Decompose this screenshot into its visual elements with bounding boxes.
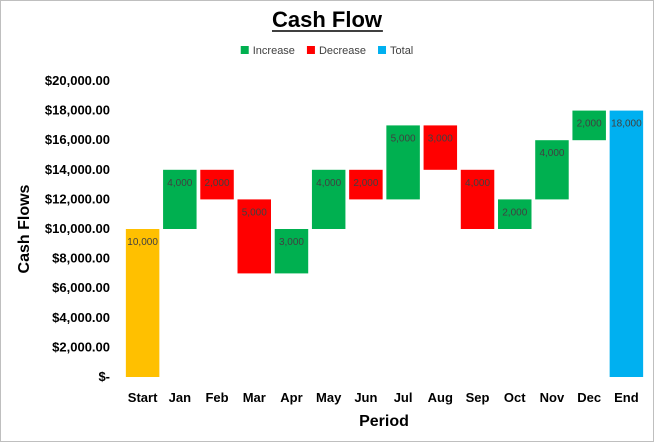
bar-feb	[200, 169, 234, 200]
y-tick-label: $12,000.00	[45, 191, 110, 206]
x-tick-label: Feb	[205, 390, 228, 405]
legend-label: Total	[390, 45, 413, 57]
y-axis-title: Cash Flows	[16, 184, 33, 273]
x-tick-label: Dec	[577, 390, 601, 405]
data-label-mar: 5,000	[242, 207, 267, 218]
data-label-apr: 3,000	[279, 237, 304, 248]
data-label-dec: 2,000	[577, 119, 602, 130]
data-label-oct: 2,000	[502, 207, 527, 218]
y-tick-label: $6,000.00	[52, 280, 110, 295]
legend-item-decrease: Decrease	[306, 45, 366, 57]
x-tick-label: Aug	[428, 390, 453, 405]
x-tick-label: End	[614, 390, 639, 405]
bar-oct	[498, 199, 532, 229]
y-tick-label: $8,000.00	[52, 251, 110, 266]
y-tick-label: $10,000.00	[45, 221, 110, 236]
x-tick-label: Jul	[394, 390, 413, 405]
bar-end	[609, 110, 644, 377]
legend-swatch	[378, 46, 387, 54]
x-tick-label: Start	[128, 390, 158, 405]
y-tick-label: $-	[98, 369, 110, 384]
x-tick-label: May	[316, 390, 342, 405]
y-tick-label: $16,000.00	[45, 132, 110, 147]
chart-title: Cash Flow	[272, 7, 383, 32]
y-axis: $- $2,000.00 $4,000.00 $6,000.00 $8,000.00 $1…	[45, 73, 110, 384]
bar-mar	[237, 199, 271, 274]
x-axis: Start Jan Feb Mar Apr May Jun Jul Aug Sep Oct Nov De…	[128, 390, 639, 405]
data-label-feb: 2,000	[205, 178, 230, 189]
bar-dec	[572, 110, 606, 141]
y-tick-label: $4,000.00	[52, 310, 110, 325]
data-label-start: 10,000	[127, 237, 158, 248]
data-label-jan: 4,000	[167, 178, 192, 189]
data-label-sep: 4,000	[465, 178, 490, 189]
data-label-may: 4,000	[316, 178, 341, 189]
legend-label: Decrease	[319, 45, 366, 57]
y-tick-label: $2,000.00	[52, 339, 110, 354]
legend: Increase Decrease Total	[240, 45, 413, 57]
bar-sep	[460, 169, 495, 229]
y-tick-label: $14,000.00	[45, 162, 110, 177]
bar-start	[125, 229, 160, 377]
x-tick-label: Sep	[466, 390, 490, 405]
bar-jun	[349, 169, 383, 200]
x-tick-label: Oct	[504, 390, 526, 405]
x-tick-label: Apr	[280, 390, 302, 405]
legend-item-total: Total	[378, 45, 413, 57]
x-tick-label: Nov	[540, 390, 565, 405]
data-label-aug: 3,000	[428, 133, 453, 144]
data-label-jul: 5,000	[391, 133, 416, 144]
x-tick-label: Jan	[169, 390, 191, 405]
bar-jan	[163, 169, 197, 229]
bar-apr	[274, 229, 309, 274]
bar-nov	[535, 140, 569, 200]
bars: 10,000 4,000 2,000 5,000 3,000 4,000 2,000 5,00…	[125, 110, 644, 377]
x-tick-label: Jun	[354, 390, 377, 405]
x-axis-title: Period	[359, 413, 409, 430]
x-tick-label: Mar	[243, 390, 266, 405]
bar-aug	[423, 125, 458, 170]
legend-swatch	[306, 46, 315, 54]
bar-may	[311, 169, 346, 229]
data-label-end: 18,000	[611, 119, 642, 130]
y-tick-label: $18,000.00	[45, 103, 110, 118]
data-label-nov: 4,000	[539, 148, 564, 159]
bar-jul	[386, 125, 420, 200]
legend-label: Increase	[253, 45, 295, 57]
y-tick-label: $20,000.00	[45, 73, 110, 88]
legend-swatch	[240, 46, 249, 54]
legend-item-increase: Increase	[240, 45, 295, 57]
data-label-jun: 2,000	[353, 178, 378, 189]
